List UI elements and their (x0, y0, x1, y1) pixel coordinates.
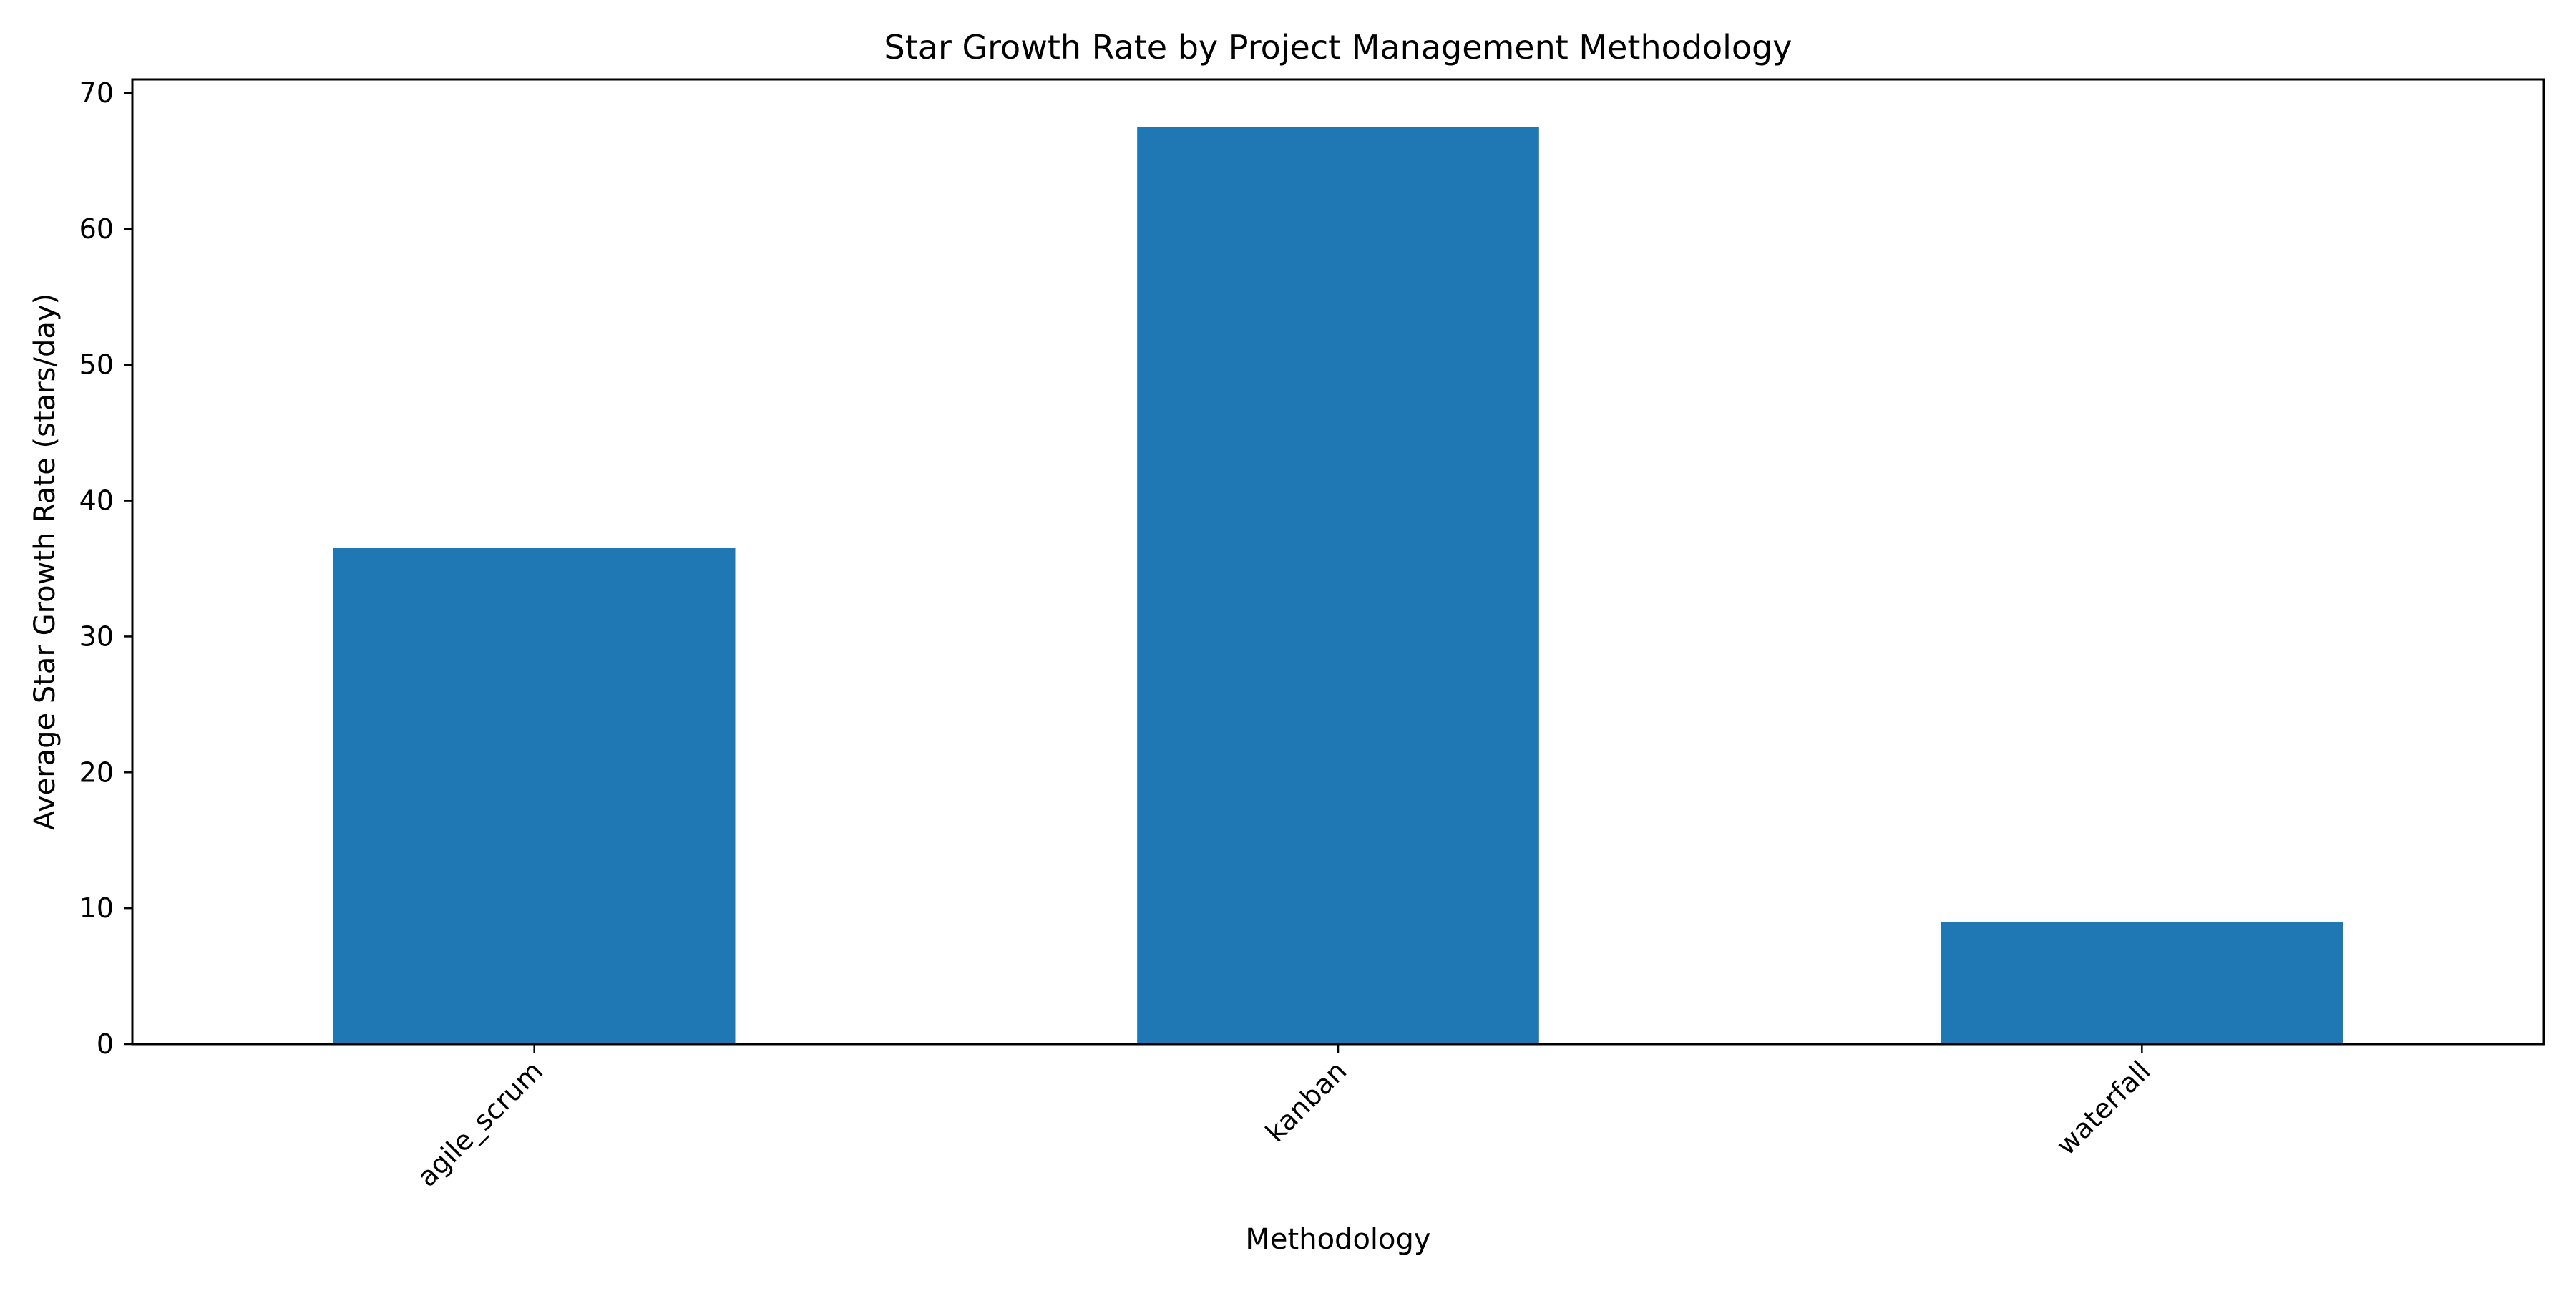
bar-waterfall (1941, 922, 2343, 1044)
x-axis-label: Methodology (1245, 1223, 1430, 1256)
y-tick-label: 20 (79, 756, 114, 788)
y-axis: 0 10 20 30 40 50 60 70 (79, 77, 132, 1060)
y-tick-label: 60 (79, 213, 114, 245)
y-tick-label: 70 (79, 77, 114, 109)
bar-kanban (1137, 127, 1539, 1045)
bars-layer (333, 127, 2343, 1045)
chart-title: Star Growth Rate by Project Management M… (884, 28, 1792, 67)
bar-agile_scrum (333, 548, 736, 1044)
y-tick-label: 40 (79, 485, 114, 517)
y-tick-label: 0 (97, 1028, 114, 1060)
y-tick-label: 30 (79, 620, 114, 652)
y-tick-label: 10 (79, 892, 114, 924)
y-tick-label: 50 (79, 349, 114, 381)
y-axis-label: Average Star Growth Rate (stars/day) (29, 293, 62, 830)
